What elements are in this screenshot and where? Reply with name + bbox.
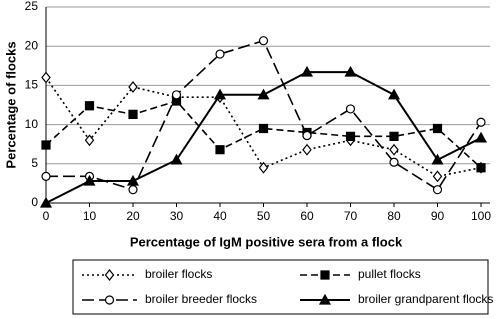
y-tick-label: 0 [31,195,38,209]
x-tick-label: 100 [471,209,491,223]
legend-label: broiler flocks [145,267,212,281]
marker [476,163,486,173]
y-tick-label: 25 [25,0,39,13]
marker [215,145,225,155]
x-tick-label: 0 [43,209,50,223]
legend-marker [104,295,115,305]
y-tick-label: 20 [25,38,39,52]
marker [476,117,486,127]
legend-box [72,259,489,315]
marker [345,131,356,141]
x-tick-label: 10 [83,209,97,223]
marker [258,36,269,46]
marker [84,101,95,111]
y-axis-title: Percentage of flocks [3,41,18,168]
marker [389,143,399,156]
marker [432,185,443,195]
marker [41,171,51,181]
series-line [45,100,482,169]
marker [474,131,488,143]
x-axis-title: Percentage of IgM positive sera from a f… [130,234,403,249]
marker [171,90,182,100]
marker [300,65,314,77]
x-tick-label: 30 [170,209,184,223]
marker [215,49,225,59]
marker [41,71,51,84]
marker [258,161,269,174]
x-tick-label: 70 [344,209,358,223]
x-tick-label: 40 [213,209,227,223]
marker [387,88,401,100]
marker [389,131,399,141]
marker [84,134,95,147]
marker [432,123,443,134]
y-tick-label: 15 [25,78,39,92]
marker [302,143,312,156]
marker [213,88,227,100]
marker [126,174,140,186]
marker [39,196,53,208]
marker [431,153,444,165]
legend-label: pullet flocks [358,267,421,281]
y-tick-label: 5 [31,156,38,170]
marker [257,88,270,100]
marker [389,157,399,167]
y-tick-label: 10 [25,117,39,131]
legend-marker [318,293,332,305]
x-tick-label: 90 [431,209,445,223]
legend-marker [320,270,330,280]
x-tick-label: 80 [387,209,401,223]
marker [128,81,138,93]
marker [302,130,312,141]
marker [344,65,357,77]
marker [128,185,138,195]
x-tick-label: 20 [126,209,140,223]
legend-marker [104,269,115,281]
marker [432,170,443,183]
marker [128,109,138,120]
marker [41,140,51,150]
legend-label: broiler breeder flocks [145,292,257,306]
marker [170,153,183,165]
marker [258,123,269,134]
marker [345,104,356,114]
x-tick-label: 60 [300,209,314,223]
marker [83,174,96,186]
legend-label: broiler grandparent flocks [358,292,493,306]
x-tick-label: 50 [257,209,271,223]
